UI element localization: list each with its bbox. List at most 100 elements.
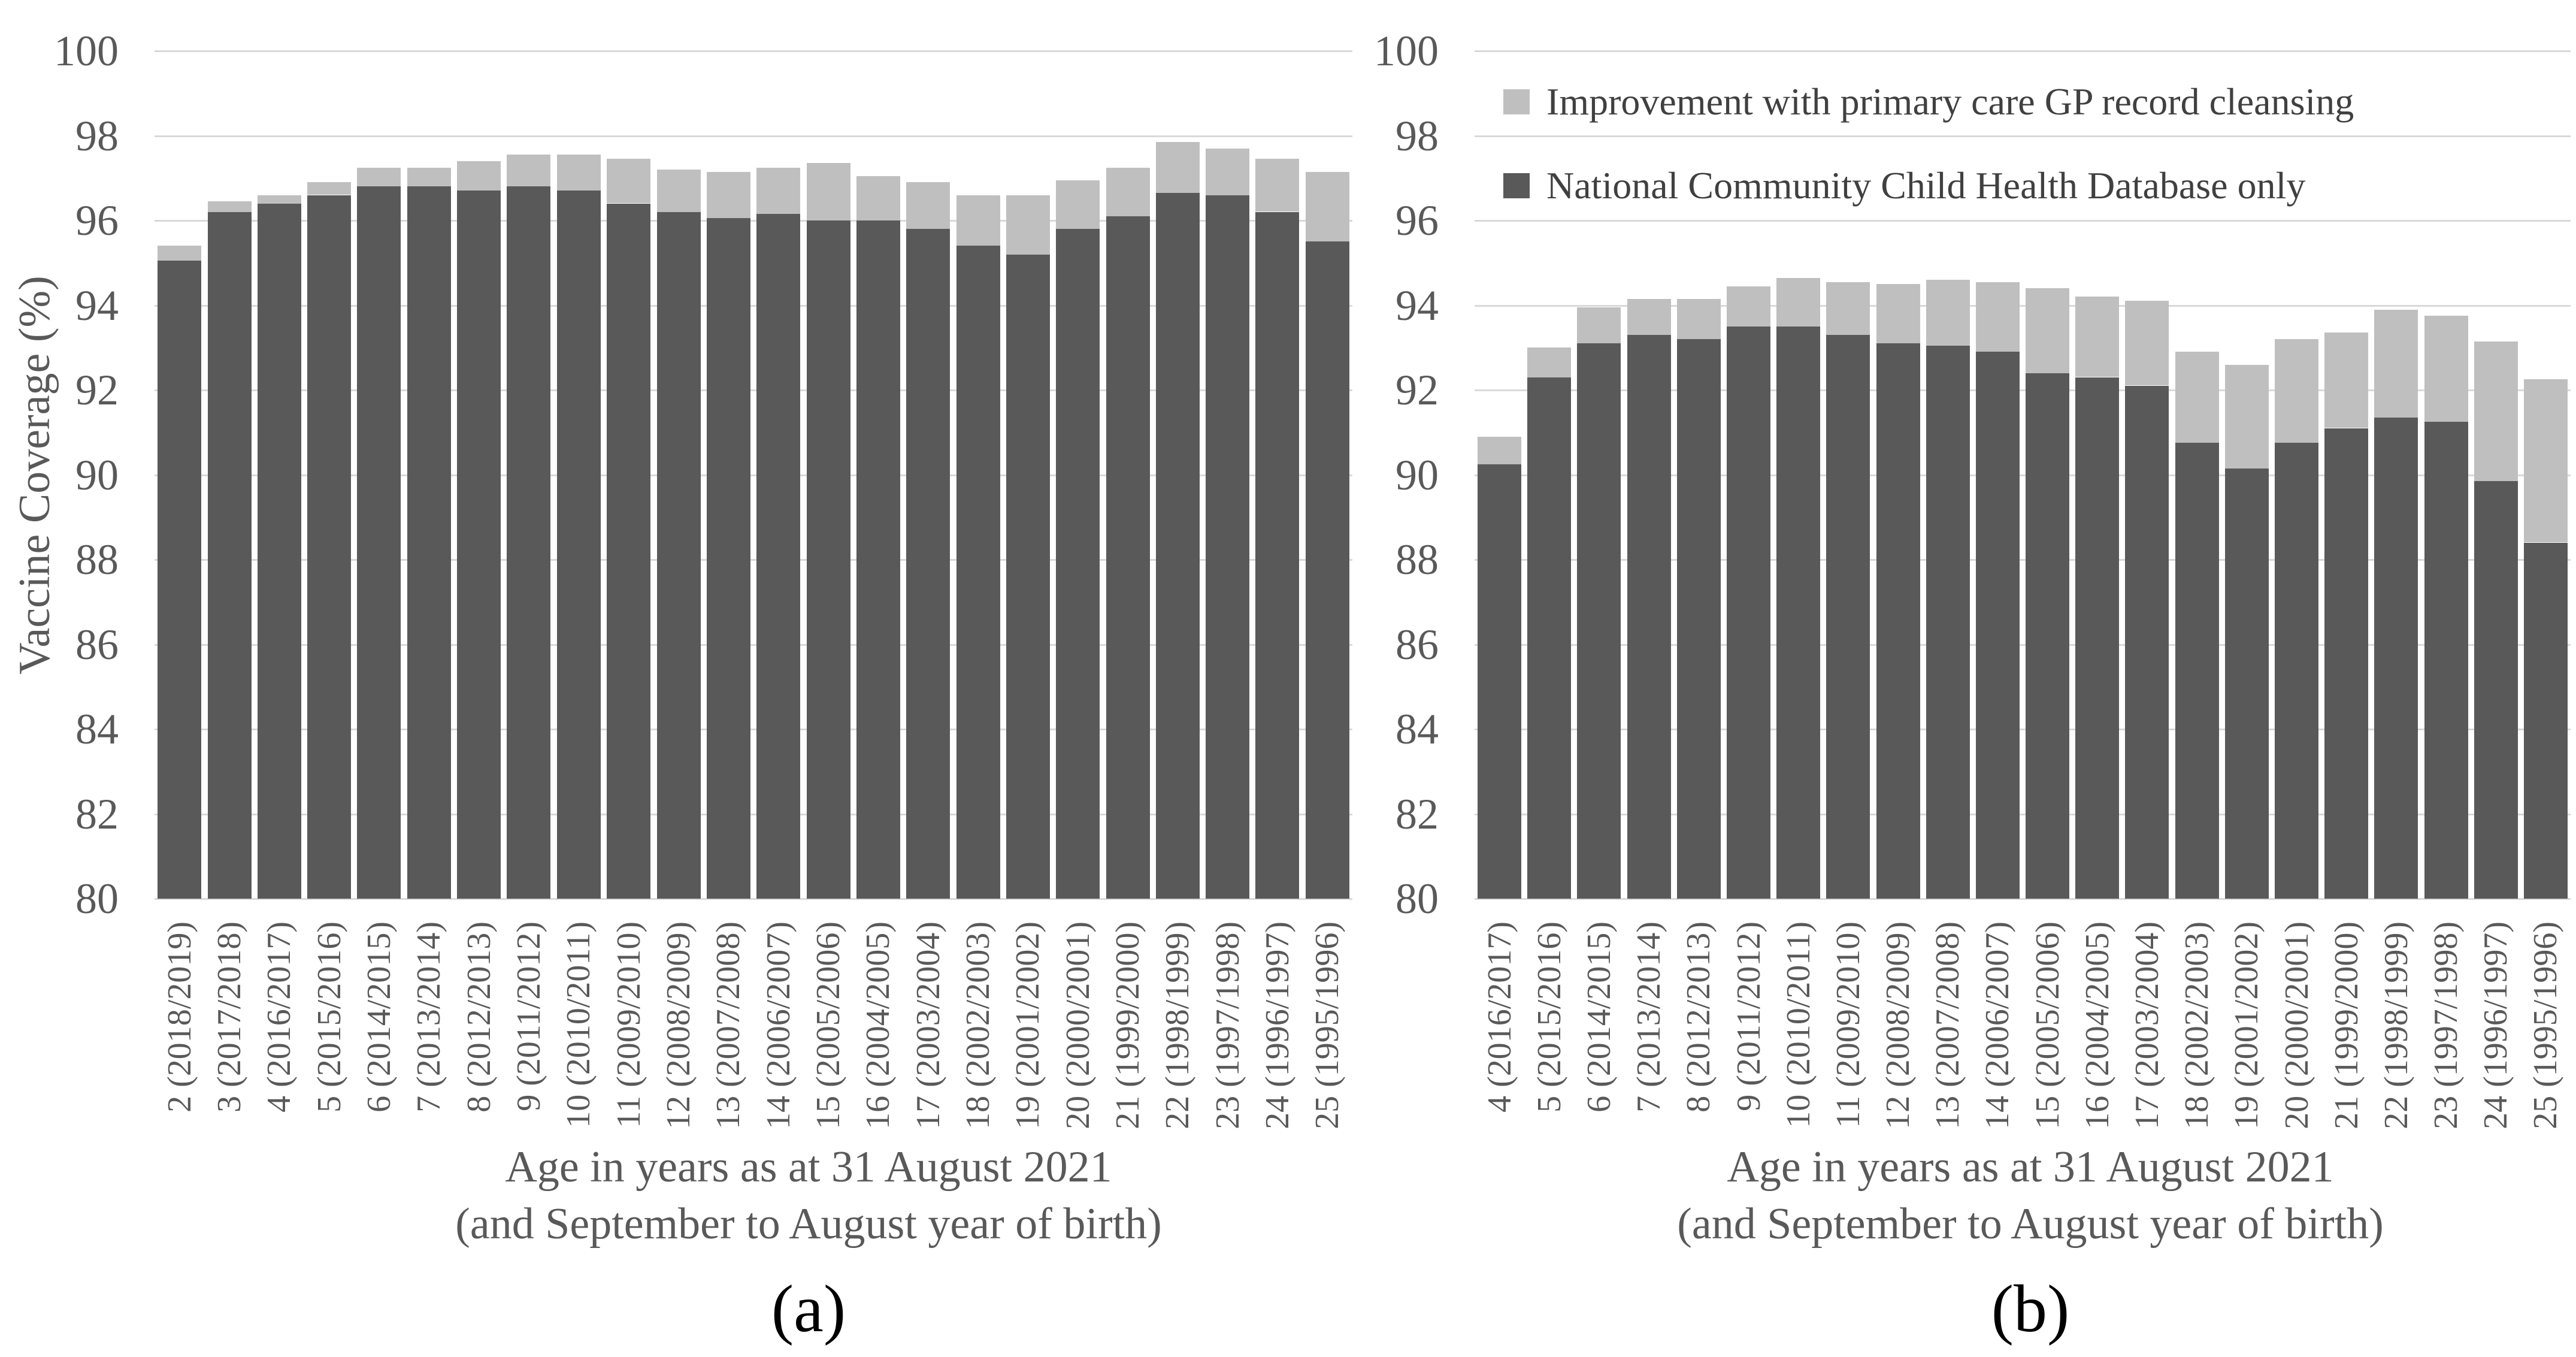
bar-segment-improvement	[2275, 339, 2318, 443]
gridline	[1475, 305, 2571, 307]
bar-segment-ncchd	[1976, 352, 2020, 899]
bar-segment-ncchd	[2524, 543, 2568, 899]
bar-segment-improvement	[1056, 180, 1100, 229]
x-tick-label: 22 (1998/1999)	[1159, 921, 1196, 1129]
bar-segment-ncchd	[208, 212, 252, 899]
bar-segment-ncchd	[1255, 212, 1299, 899]
y-tick-label: 80	[1396, 875, 1439, 923]
x-tick-label: 10 (2010/2011)	[560, 921, 597, 1128]
x-tick-label: 4 (2016/2017)	[1481, 921, 1518, 1113]
bar-segment-improvement	[2474, 341, 2518, 481]
legend-label-ncchd: National Community Child Health Database…	[1546, 164, 2306, 207]
legend-label-improvement: Improvement with primary care GP record …	[1546, 80, 2354, 123]
gridline	[1475, 135, 2571, 137]
gridline	[155, 389, 1352, 391]
y-tick-label: 86	[1396, 621, 1439, 669]
bar-segment-ncchd	[2374, 418, 2418, 899]
bar-segment-ncchd	[1776, 327, 1820, 899]
gridline	[155, 559, 1352, 561]
bar-segment-ncchd	[1006, 255, 1050, 899]
bar-segment-improvement	[906, 182, 950, 229]
x-tick-label: 20 (2000/2001)	[2278, 921, 2315, 1129]
bar-segment-improvement	[208, 201, 252, 212]
bar-segment-ncchd	[1106, 216, 1150, 899]
x-tick-label: 20 (2000/2001)	[1060, 921, 1097, 1129]
chart-b-x-axis-title-line2: (and September to August year of birth)	[1677, 1199, 2384, 1249]
x-tick-label: 25 (1995/1996)	[1309, 921, 1346, 1129]
bar-segment-ncchd	[1926, 346, 1970, 899]
bar-segment-improvement	[1255, 159, 1299, 211]
x-axis-line	[1475, 898, 2571, 900]
bar-segment-ncchd	[707, 218, 750, 899]
x-tick-label: 7 (2013/2014)	[410, 921, 447, 1113]
x-tick-label: 16 (2004/2005)	[2079, 921, 2116, 1129]
chart-b-caption: (b)	[1991, 1272, 2070, 1346]
bar-segment-improvement	[258, 195, 301, 204]
x-tick-label: 21 (1999/2000)	[1109, 921, 1146, 1129]
bar-segment-ncchd	[2225, 469, 2269, 899]
chart-a-caption: (a)	[771, 1272, 846, 1346]
bar-segment-ncchd	[1206, 195, 1249, 899]
bar-segment-ncchd	[1527, 377, 1571, 899]
x-tick-label: 12 (2008/2009)	[660, 921, 697, 1129]
legend-swatch-improvement-icon	[1503, 89, 1530, 114]
gridline	[1475, 389, 2571, 391]
x-tick-label: 8 (2012/2013)	[461, 921, 498, 1113]
gridline	[1475, 729, 2571, 730]
x-tick-label: 8 (2012/2013)	[1680, 921, 1717, 1113]
gridline	[155, 729, 1352, 730]
x-tick-label: 24 (1996/1997)	[2477, 921, 2514, 1129]
bar-segment-improvement	[1627, 299, 1671, 335]
gridline	[155, 475, 1352, 476]
bar-segment-ncchd	[1627, 335, 1671, 899]
y-tick-label: 100	[54, 27, 119, 75]
bar-segment-improvement	[956, 195, 1000, 246]
bar-segment-ncchd	[1306, 241, 1349, 899]
x-tick-label: 13 (2007/2008)	[1929, 921, 1966, 1129]
y-tick-label: 92	[1396, 366, 1439, 414]
bar-segment-improvement	[1156, 142, 1200, 193]
bar-segment-improvement	[707, 172, 750, 219]
bar-segment-improvement	[756, 168, 800, 214]
x-tick-label: 12 (2008/2009)	[1879, 921, 1917, 1129]
chart-b-x-axis-title-line1: Age in years as at 31 August 2021	[1727, 1143, 2334, 1192]
bar-segment-ncchd	[2075, 377, 2119, 899]
bar-segment-improvement	[407, 168, 451, 187]
bar-segment-ncchd	[2324, 428, 2368, 899]
bar-segment-ncchd	[807, 220, 850, 899]
legend-swatch-ncchd-icon	[1503, 173, 1530, 198]
x-tick-label: 6 (2014/2015)	[361, 921, 398, 1113]
bar-segment-ncchd	[2275, 443, 2318, 899]
y-tick-label: 82	[1396, 790, 1439, 838]
bar-segment-ncchd	[2125, 386, 2169, 899]
y-tick-label: 88	[75, 536, 119, 584]
x-tick-label: 9 (2011/2012)	[510, 921, 547, 1111]
x-tick-label: 5 (2015/2016)	[1531, 921, 1568, 1113]
gridline	[1475, 559, 2571, 561]
x-tick-label: 17 (2003/2004)	[2129, 921, 2166, 1129]
y-tick-label: 98	[75, 112, 119, 160]
x-tick-label: 2 (2018/2019)	[161, 921, 198, 1113]
bar-segment-improvement	[1527, 347, 1571, 377]
legend-item-ncchd: National Community Child Health Database…	[1503, 164, 2305, 207]
bar-segment-improvement	[1727, 286, 1770, 327]
x-tick-label: 25 (1995/1996)	[2527, 921, 2564, 1129]
x-tick-label: 21 (1999/2000)	[2328, 921, 2365, 1129]
x-axis-line	[155, 898, 1352, 900]
bar-segment-ncchd	[1056, 229, 1100, 899]
bar-segment-ncchd	[906, 229, 950, 899]
x-tick-label: 24 (1996/1997)	[1259, 921, 1296, 1129]
x-tick-label: 19 (2001/2002)	[1009, 921, 1046, 1129]
bar-segment-improvement	[357, 168, 401, 187]
bar-segment-improvement	[2075, 297, 2119, 377]
bar-segment-ncchd	[1727, 327, 1770, 899]
bar-segment-ncchd	[258, 204, 301, 899]
x-tick-label: 23 (1997/1998)	[1209, 921, 1246, 1129]
x-tick-label: 22 (1998/1999)	[2378, 921, 2415, 1129]
x-tick-label: 23 (1997/1998)	[2427, 921, 2465, 1129]
x-tick-label: 14 (2006/2007)	[1979, 921, 2016, 1129]
bar-segment-ncchd	[756, 214, 800, 899]
x-tick-label: 15 (2005/2006)	[2029, 921, 2066, 1129]
x-tick-label: 3 (2017/2018)	[211, 921, 248, 1113]
